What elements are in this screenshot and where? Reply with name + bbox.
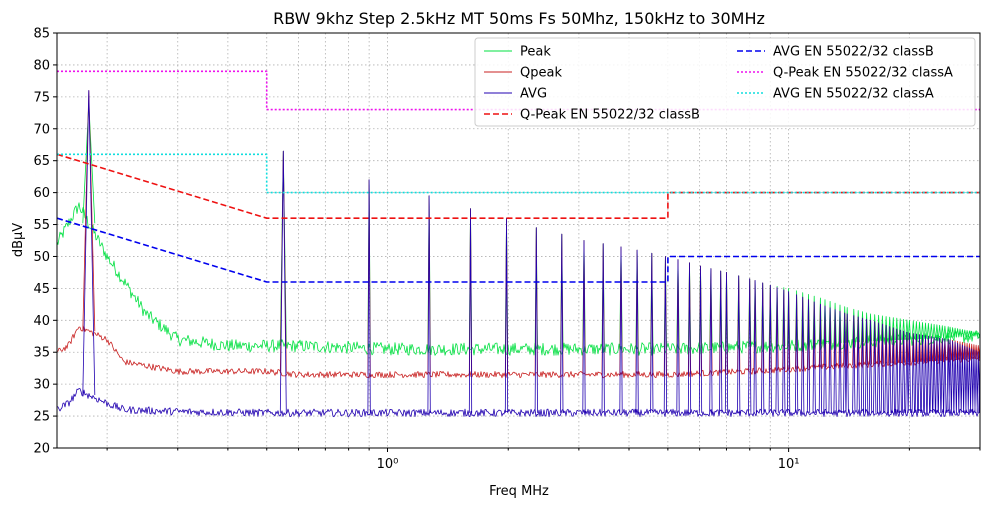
y-tick-label: 85: [33, 27, 50, 42]
legend-box: [474, 37, 976, 127]
legend: Peak Qpeak AVG Q-Peak EN 55022/32 classB AVG…: [474, 37, 976, 127]
y-tick-label: 65: [33, 154, 50, 169]
legend-label: Peak: [520, 45, 551, 60]
y-tick-label: 40: [33, 314, 50, 329]
y-tick-label: 75: [33, 90, 50, 105]
y-tick-label: 60: [33, 186, 50, 201]
y-tick-label: 70: [33, 122, 50, 137]
y-tick-label: 25: [33, 410, 50, 425]
y-tick-label: 80: [33, 58, 50, 73]
chart-title: RBW 9khz Step 2.5kHz MT 50ms Fs 50Mhz, 1…: [273, 9, 765, 28]
y-tick-label: 55: [33, 218, 50, 233]
x-tick-label: 10¹: [778, 457, 800, 472]
legend-label: AVG EN 55022/32 classB: [773, 45, 934, 60]
y-tick-label: 45: [33, 282, 50, 297]
x-tick-label: 10⁰: [377, 457, 399, 472]
legend-label: Qpeak: [520, 66, 562, 81]
series-line-1: [57, 102, 980, 356]
legend-label: Q-Peak EN 55022/32 classB: [520, 108, 700, 123]
y-tick-label: 50: [33, 250, 50, 265]
x-axis-label: Freq MHz: [489, 484, 549, 499]
series-line-3: [57, 90, 980, 418]
y-axis-label: dBµV: [11, 223, 26, 257]
y-tick-label: 35: [33, 346, 50, 361]
series-line-4: [57, 153, 980, 219]
legend-label: Q-Peak EN 55022/32 classA: [773, 66, 953, 81]
series-line-2: [57, 90, 980, 379]
series-line-5: [57, 217, 980, 283]
axis-ticks: 20 25 30 35 40 45 50 55 60 65 70 75 80 85 10⁰ 10¹: [33, 27, 981, 472]
plot-frame: [56, 32, 981, 449]
y-tick-label: 20: [33, 442, 50, 457]
series-line-7: [57, 153, 980, 194]
y-tick-label: 30: [33, 378, 50, 393]
legend-label: AVG: [520, 87, 547, 102]
legend-label: AVG EN 55022/32 classA: [773, 87, 934, 102]
